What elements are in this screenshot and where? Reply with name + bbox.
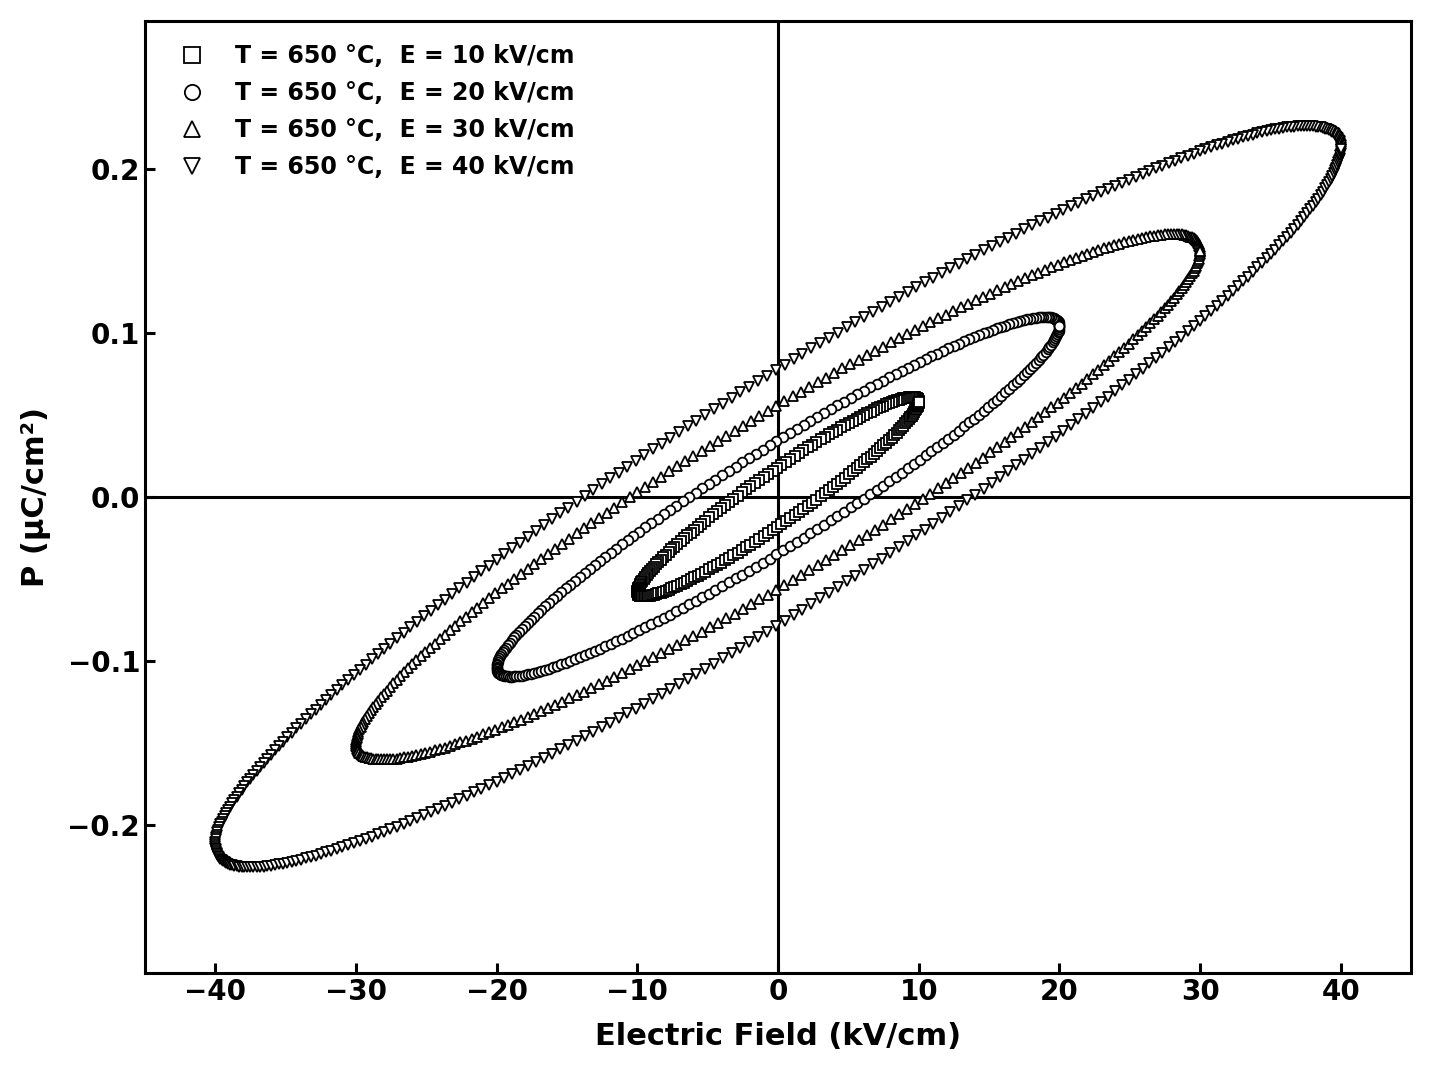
- Legend: T = 650 °C,  E = 10 kV/cm, T = 650 °C,  E = 20 kV/cm, T = 650 °C,  E = 30 kV/cm,: T = 650 °C, E = 10 kV/cm, T = 650 °C, E …: [156, 32, 586, 191]
- X-axis label: Electric Field (kV/cm): Electric Field (kV/cm): [596, 1023, 961, 1052]
- Y-axis label: P (μC/cm²): P (μC/cm²): [21, 406, 50, 586]
